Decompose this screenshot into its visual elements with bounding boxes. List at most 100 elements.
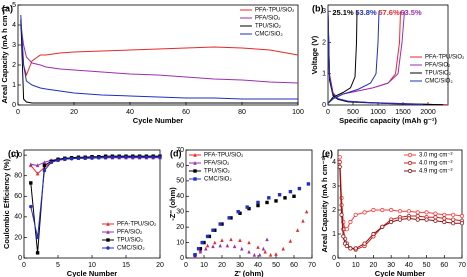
marker: [220, 222, 224, 226]
y-tick-label: 0: [18, 255, 22, 262]
y-axis-label: -Z'' (ohm): [168, 187, 177, 221]
y-axis-label: Areal Capacity (mA h cm⁻²): [320, 155, 329, 253]
marker: [415, 217, 420, 222]
x-tick-label: 40: [254, 262, 262, 269]
marker: [90, 156, 94, 160]
plot-frame: [185, 149, 313, 259]
marker: [256, 203, 260, 208]
legend-label: CMC/SiO₂: [425, 79, 453, 85]
x-tick-label: 15: [122, 262, 130, 269]
marker: [56, 158, 60, 162]
series-line: [20, 18, 298, 104]
marker: [213, 240, 217, 245]
marker: [232, 244, 237, 249]
annotation: 53.8%: [355, 8, 377, 17]
x-tick-label: 70: [308, 262, 316, 269]
x-tick-label: 10: [352, 262, 360, 269]
marker: [198, 247, 203, 251]
marker: [344, 227, 349, 232]
marker: [265, 200, 269, 205]
marker: [97, 156, 101, 160]
marker: [207, 234, 212, 239]
marker: [258, 252, 262, 257]
marker: [151, 155, 155, 159]
marker: [433, 211, 438, 216]
marker: [117, 155, 121, 159]
marker: [263, 249, 267, 254]
y-tick-label: 4: [332, 159, 336, 166]
marker: [211, 228, 215, 232]
legend-label: CMC/SiO₂: [255, 32, 283, 38]
x-tick-label: 1000: [370, 109, 386, 116]
marker: [362, 210, 367, 215]
y-axis-label: Coulombic Efficiency (%): [2, 158, 11, 249]
marker: [274, 199, 278, 203]
x-tick-label: 1500: [395, 109, 411, 116]
marker: [288, 239, 293, 243]
marker: [63, 157, 67, 161]
marker: [268, 252, 273, 257]
marker: [433, 215, 438, 220]
marker: [407, 168, 413, 174]
x-tick-label: 50: [423, 262, 431, 269]
marker: [204, 246, 208, 251]
marker: [301, 218, 305, 223]
x-tick-label: 70: [458, 262, 466, 269]
marker: [337, 164, 342, 169]
y-tick-label: 4: [12, 22, 16, 29]
marker: [406, 209, 411, 214]
y-tick-label: 20: [14, 234, 22, 241]
x-tick-label: 30: [236, 262, 244, 269]
marker: [42, 160, 47, 165]
marker: [407, 152, 413, 158]
x-tick-label: 5: [56, 262, 60, 269]
legend-label: PFA/SiO₂: [204, 161, 230, 167]
x-tick-label: 0: [184, 262, 188, 269]
marker: [277, 193, 282, 197]
legend-label: 3.0 mg·cm⁻²: [419, 153, 453, 159]
marker: [193, 253, 197, 257]
marker: [229, 216, 233, 220]
x-tick-label: 500: [347, 109, 359, 116]
plot-frame: [327, 4, 449, 106]
marker: [29, 162, 33, 167]
marker: [371, 207, 376, 213]
marker: [42, 163, 47, 168]
legend-item: PFA-TPU/SiO₂: [189, 153, 244, 159]
marker: [229, 237, 233, 242]
y-tick-label: 20: [176, 224, 184, 231]
y-tick-label: 0: [180, 255, 184, 262]
marker: [442, 219, 447, 225]
marker: [292, 194, 296, 198]
y-tick-label: 2: [332, 207, 336, 214]
marker: [424, 210, 429, 215]
legend-label: TPU/SiO₂: [255, 24, 282, 30]
marker: [389, 219, 394, 225]
x-tick-label: 0: [22, 262, 26, 269]
marker: [252, 252, 257, 257]
marker: [240, 246, 244, 251]
legend-label: PFA/SiO₂: [255, 16, 281, 22]
legend-item: PFA/SiO₂: [410, 63, 451, 69]
marker: [274, 252, 278, 256]
panel-label: (a): [2, 3, 13, 13]
annotation: 25.1%: [332, 8, 354, 17]
marker: [236, 210, 240, 214]
x-tick-label: 20: [370, 262, 378, 269]
y-tick-label: 2: [322, 39, 326, 46]
marker: [348, 246, 353, 251]
legend-label: PFA-TPU/SiO₂: [255, 8, 295, 14]
legend-item: TPU/SiO₂: [240, 24, 282, 30]
legend-label: TPU/SiO₂: [204, 169, 231, 175]
marker: [213, 228, 217, 232]
marker: [193, 153, 197, 157]
y-tick-label: 40: [14, 214, 22, 221]
legend-label: CMC/SiO₂: [204, 177, 232, 183]
marker: [193, 161, 197, 165]
plot-frame: [337, 149, 463, 259]
marker: [110, 155, 115, 159]
x-axis-label: Specific capacity (mAh g⁻¹): [339, 116, 437, 125]
marker: [451, 217, 456, 222]
marker: [389, 207, 394, 213]
y-tick-label: 60: [14, 193, 22, 200]
